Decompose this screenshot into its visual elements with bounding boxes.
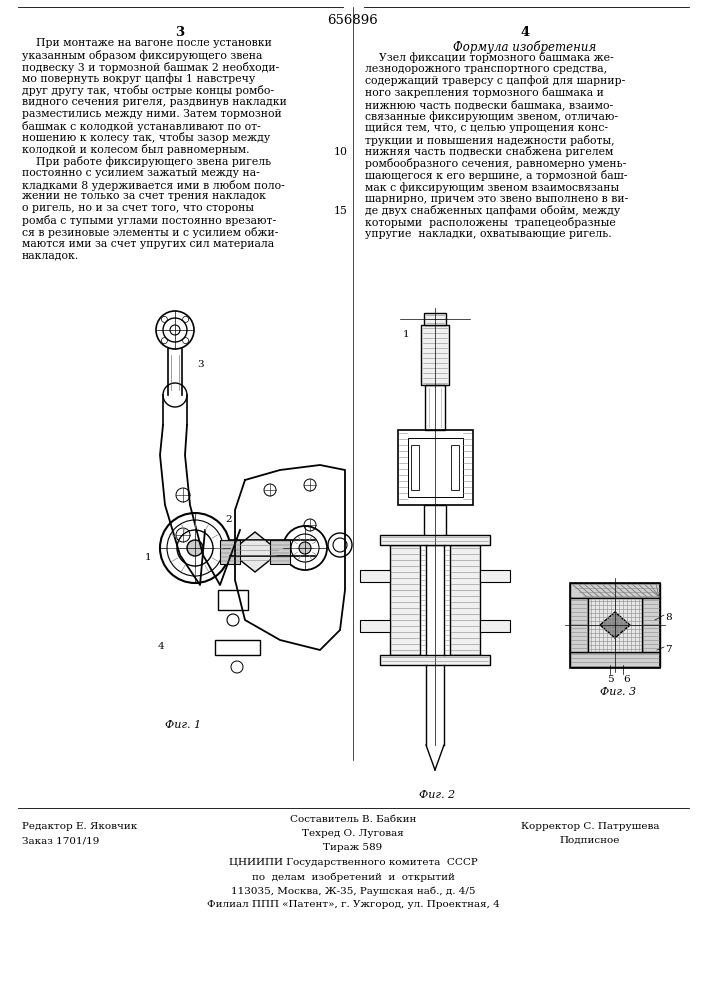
Text: ромба с тупыми углами постоянно врезают-: ромба с тупыми углами постоянно врезают- (22, 215, 276, 226)
Text: кладками 8 удерживается ими в любом поло-: кладками 8 удерживается ими в любом поло… (22, 180, 285, 191)
Text: ЦНИИПИ Государственного комитета  СССР: ЦНИИПИ Государственного комитета СССР (228, 858, 477, 867)
Text: 4: 4 (158, 642, 165, 651)
Text: 3: 3 (197, 360, 204, 369)
Text: разместились между ними. Затем тормозной: разместились между ними. Затем тормозной (22, 109, 282, 119)
Bar (425, 385, 445, 430)
Text: постоянно с усилием зажатый между на-: постоянно с усилием зажатый между на- (22, 168, 259, 178)
Text: трукции и повышения надежности работы,: трукции и повышения надежности работы, (365, 135, 614, 146)
Text: упругие  накладки, охватывающие ригель.: упругие накладки, охватывающие ригель. (365, 229, 612, 239)
Text: друг другу так, чтобы острые концы ромбо-: друг другу так, чтобы острые концы ромбо… (22, 85, 274, 96)
Bar (480, 620, 510, 632)
Bar (588, 598, 642, 652)
Text: башмак с колодкой устанавливают по от-: башмак с колодкой устанавливают по от- (22, 121, 261, 132)
Text: мо повернуть вокруг цапфы 1 навстречу: мо повернуть вокруг цапфы 1 навстречу (22, 73, 255, 84)
Text: 10: 10 (334, 147, 348, 157)
Text: колодкой и колесом был равномерным.: колодкой и колесом был равномерным. (22, 144, 250, 155)
Text: Подписное: Подписное (560, 836, 620, 845)
Text: связанные фиксирующим звеном, отличаю-: связанные фиксирующим звеном, отличаю- (365, 111, 618, 122)
Bar (570, 583, 660, 668)
Text: нижнюю часть подвески башмака, взаимо-: нижнюю часть подвески башмака, взаимо- (365, 99, 613, 110)
Text: указанным образом фиксирующего звена: указанным образом фиксирующего звена (22, 50, 262, 61)
Circle shape (187, 540, 203, 556)
Text: щийся тем, что, с целью упрощения конс-: щийся тем, что, с целью упрощения конс- (365, 123, 608, 133)
Polygon shape (230, 532, 280, 572)
Bar (411, 445, 419, 490)
Text: де двух снабженных цапфами обойм, между: де двух снабженных цапфами обойм, между (365, 205, 620, 216)
Text: Фиг. 2: Фиг. 2 (419, 790, 455, 800)
Text: При работе фиксирующего звена ригель: При работе фиксирующего звена ригель (22, 156, 271, 167)
Bar (480, 570, 510, 582)
Text: 4: 4 (520, 26, 530, 39)
Polygon shape (600, 612, 630, 638)
Bar (218, 590, 248, 610)
Bar (424, 313, 446, 325)
Text: которыми  расположены  трапецеобразные: которыми расположены трапецеобразные (365, 217, 616, 228)
Text: При монтаже на вагоне после установки: При монтаже на вагоне после установки (22, 38, 272, 48)
Text: Формула изобретения: Формула изобретения (453, 40, 597, 53)
Text: лезнодорожного транспортного средства,: лезнодорожного транспортного средства, (365, 64, 607, 74)
Text: ного закрепления тормозного башмака и: ного закрепления тормозного башмака и (365, 87, 604, 98)
Text: Фиг. 1: Фиг. 1 (165, 720, 201, 730)
Bar (220, 540, 240, 564)
Text: Заказ 1701/19: Заказ 1701/19 (22, 836, 100, 845)
Text: Узел фиксации тормозного башмака же-: Узел фиксации тормозного башмака же- (365, 52, 614, 63)
Bar (408, 438, 463, 497)
Bar (270, 540, 290, 564)
Text: ромбообразного сечения, равномерно умень-: ромбообразного сечения, равномерно умень… (365, 158, 626, 169)
Bar (570, 652, 660, 667)
Text: Корректор С. Патрушева: Корректор С. Патрушева (521, 822, 659, 831)
Bar (424, 505, 446, 545)
Bar (398, 430, 473, 505)
Text: 2: 2 (225, 515, 232, 524)
Text: 1: 1 (403, 330, 409, 339)
Text: 1: 1 (145, 553, 151, 562)
Bar (390, 545, 420, 655)
Bar (250, 537, 260, 567)
Text: 6: 6 (623, 675, 630, 684)
Bar (570, 583, 660, 598)
Text: видного сечения ригеля, раздвинув накладки: видного сечения ригеля, раздвинув наклад… (22, 97, 287, 107)
Text: 3: 3 (175, 26, 185, 39)
Text: ношению к колесу так, чтобы зазор между: ношению к колесу так, чтобы зазор между (22, 132, 270, 143)
Bar (642, 598, 660, 652)
Text: 5: 5 (607, 675, 613, 684)
Text: Редактор Е. Яковчик: Редактор Е. Яковчик (22, 822, 137, 831)
Text: 8: 8 (665, 613, 672, 622)
Bar (380, 655, 490, 665)
Bar (360, 620, 390, 632)
Text: Составитель В. Бабкин: Составитель В. Бабкин (290, 815, 416, 824)
Text: содержащий траверсу с цапфой для шарнир-: содержащий траверсу с цапфой для шарнир- (365, 76, 625, 86)
Text: подвеску 3 и тормозной башмак 2 необходи-: подвеску 3 и тормозной башмак 2 необходи… (22, 62, 279, 73)
Text: Тираж 589: Тираж 589 (323, 843, 382, 852)
Text: о ригель, но и за счет того, что стороны: о ригель, но и за счет того, что стороны (22, 203, 254, 213)
Bar (360, 570, 390, 582)
Text: 7: 7 (665, 645, 672, 654)
Bar (451, 445, 459, 490)
Text: Филиал ППП «Патент», г. Ужгород, ул. Проектная, 4: Филиал ППП «Патент», г. Ужгород, ул. Про… (206, 900, 499, 909)
Text: маются ими за счет упругих сил материала: маются ими за счет упругих сил материала (22, 239, 274, 249)
Text: 656896: 656896 (327, 14, 378, 27)
Text: Техред О. Луговая: Техред О. Луговая (302, 829, 404, 838)
Text: шающегося к его вершине, а тормозной баш-: шающегося к его вершине, а тормозной баш… (365, 170, 627, 181)
Bar (421, 325, 449, 385)
Text: ся в резиновые элементы и с усилием обжи-: ся в резиновые элементы и с усилием обжи… (22, 227, 279, 238)
Bar (215, 640, 260, 655)
Text: 15: 15 (334, 206, 348, 216)
Text: нижняя часть подвески снабжена ригелем: нижняя часть подвески снабжена ригелем (365, 146, 614, 157)
Text: шарнирно, причем это звено выполнено в ви-: шарнирно, причем это звено выполнено в в… (365, 194, 629, 204)
Text: по  делам  изобретений  и  открытий: по делам изобретений и открытий (252, 872, 455, 882)
Text: жении не только за счет трения накладок: жении не только за счет трения накладок (22, 191, 266, 201)
Bar (570, 598, 588, 652)
Bar (450, 545, 480, 655)
Text: накладок.: накладок. (22, 250, 79, 260)
Text: мак с фиксирующим звеном взаимосвязаны: мак с фиксирующим звеном взаимосвязаны (365, 182, 619, 193)
Text: Фиг. 3: Фиг. 3 (600, 687, 636, 697)
Circle shape (299, 542, 311, 554)
Bar (380, 535, 490, 545)
Text: 113035, Москва, Ж-35, Раушская наб., д. 4/5: 113035, Москва, Ж-35, Раушская наб., д. … (230, 886, 475, 896)
